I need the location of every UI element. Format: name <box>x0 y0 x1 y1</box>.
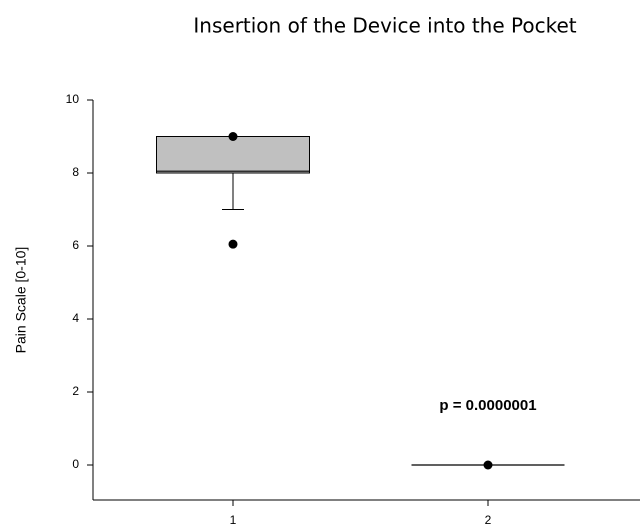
y-tick-label: 8 <box>72 165 79 179</box>
y-tick-label: 0 <box>72 457 79 471</box>
x-tick-label: 2 <box>485 513 492 527</box>
chart-title: Insertion of the Device into the Pocket <box>193 14 576 38</box>
annotation: p = 0.0000001 <box>439 397 536 414</box>
outlier <box>228 132 238 141</box>
y-tick-label: 2 <box>72 384 79 398</box>
y-tick-label: 6 <box>72 238 79 252</box>
outlier <box>228 239 238 249</box>
y-tick-label: 4 <box>72 311 79 325</box>
box <box>156 136 310 174</box>
outlier <box>483 460 493 470</box>
y-tick-label: 10 <box>66 92 80 106</box>
y-axis-label: Pain Scale [0-10] <box>13 247 29 354</box>
x-tick-label: 1 <box>230 513 237 527</box>
